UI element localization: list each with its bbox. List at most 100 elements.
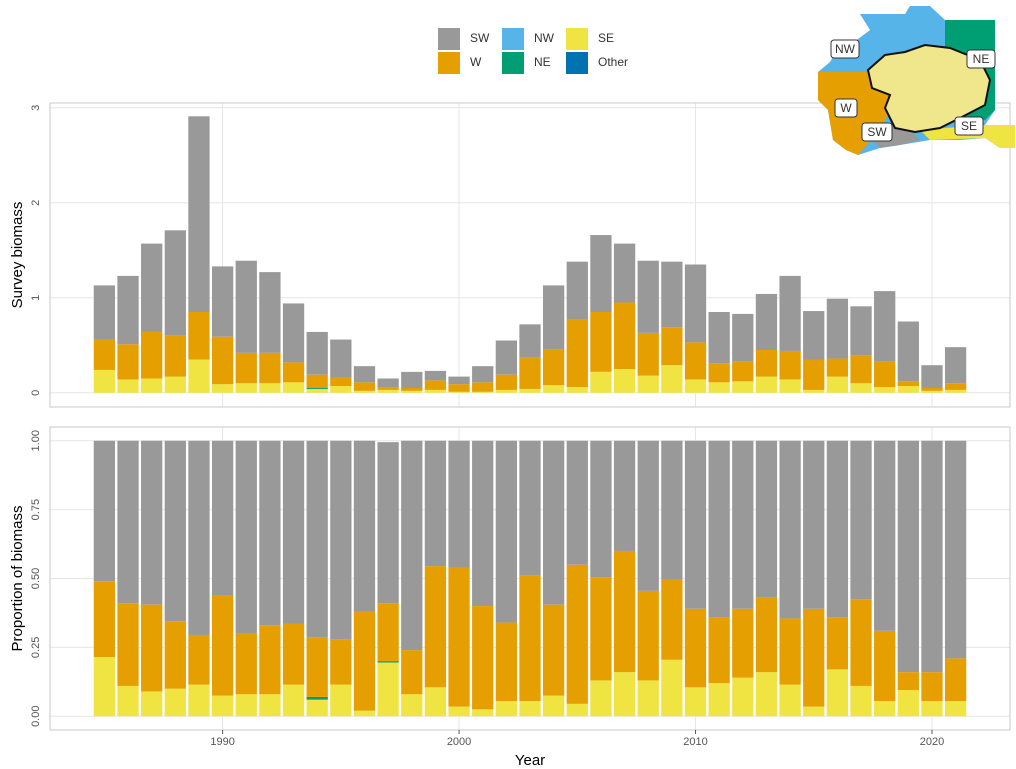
bar-segment bbox=[472, 382, 494, 392]
bar-segment bbox=[779, 440, 801, 619]
bar-segment bbox=[235, 694, 257, 717]
bar-segment bbox=[259, 272, 281, 353]
map-label-box bbox=[861, 122, 893, 142]
bar-segment bbox=[874, 630, 896, 702]
panel-frame bbox=[49, 426, 1011, 731]
bar-segment bbox=[235, 633, 257, 695]
bar-segment bbox=[188, 440, 210, 635]
legend-label: W bbox=[470, 55, 482, 69]
bar-segment bbox=[188, 359, 210, 393]
bar-segment bbox=[826, 440, 849, 618]
legend-swatch bbox=[438, 28, 460, 50]
bar-segment bbox=[897, 440, 919, 673]
bar-segment bbox=[826, 669, 849, 717]
bar-segment bbox=[472, 391, 494, 393]
map-label: NW bbox=[835, 42, 856, 56]
bar-segment bbox=[93, 657, 116, 717]
bar-segment bbox=[897, 386, 919, 393]
bar-segment bbox=[874, 361, 896, 388]
bar-segment bbox=[684, 440, 707, 609]
bar-segment bbox=[661, 659, 683, 717]
bar-segment bbox=[684, 687, 707, 717]
bar-segment bbox=[944, 383, 967, 390]
bar-segment bbox=[566, 703, 588, 717]
bar-segment bbox=[708, 440, 730, 618]
bar-segment bbox=[235, 383, 257, 393]
bar-segment bbox=[141, 604, 163, 692]
bar-segment bbox=[117, 685, 139, 717]
bar-segment bbox=[613, 302, 636, 369]
bar-segment bbox=[850, 685, 872, 717]
bar-segment bbox=[259, 352, 281, 384]
legend-label: NW bbox=[534, 31, 555, 45]
y-tick-label: 0 bbox=[30, 390, 42, 396]
bar-segment bbox=[826, 298, 849, 359]
bar-segment bbox=[353, 382, 376, 391]
bar-segment bbox=[306, 388, 328, 389]
bar-segment bbox=[590, 577, 612, 681]
bar-segment bbox=[306, 331, 328, 375]
bar-segment bbox=[93, 285, 116, 340]
bar-segment bbox=[164, 376, 186, 393]
bar-segment bbox=[259, 694, 281, 717]
bar-segment bbox=[755, 597, 778, 673]
bar-segment bbox=[519, 575, 541, 702]
bar-segment bbox=[211, 336, 234, 385]
bar-segment bbox=[590, 371, 612, 393]
x-axis-label: Year bbox=[515, 752, 545, 769]
bar-segment bbox=[566, 387, 588, 393]
bar-segment bbox=[495, 440, 517, 623]
bar-segment bbox=[377, 603, 399, 662]
bar-segment bbox=[448, 567, 470, 707]
bar-segment bbox=[732, 361, 754, 382]
bar-segment bbox=[330, 440, 352, 640]
bar-segment bbox=[566, 261, 588, 320]
bar-segment bbox=[944, 389, 967, 393]
bar-segment bbox=[803, 608, 825, 707]
bar-segment bbox=[401, 388, 423, 391]
bar-segment bbox=[779, 275, 801, 351]
bar-segment bbox=[401, 440, 423, 651]
bar-segment bbox=[424, 370, 447, 381]
bar-segment bbox=[850, 383, 872, 393]
bar-segment bbox=[637, 375, 659, 393]
bar-segment bbox=[377, 387, 399, 390]
bar-segment bbox=[708, 312, 730, 364]
bar-segment bbox=[732, 608, 754, 678]
y-tick-label: 1 bbox=[30, 295, 42, 301]
bar-segment bbox=[779, 379, 801, 393]
bar-segment bbox=[93, 581, 116, 658]
map-region bbox=[920, 125, 1015, 148]
bar-segment bbox=[543, 385, 565, 393]
bar-segment bbox=[164, 230, 186, 336]
bar-segment bbox=[188, 684, 210, 717]
bar-segment bbox=[708, 363, 730, 383]
bar-segment bbox=[188, 634, 210, 685]
bar-segment bbox=[188, 312, 210, 360]
bar-segment bbox=[543, 695, 565, 717]
bar-segment bbox=[164, 440, 186, 622]
bar-segment bbox=[874, 387, 896, 393]
bar-segment bbox=[732, 313, 754, 362]
bar-segment bbox=[353, 366, 376, 383]
bar-segment bbox=[377, 661, 399, 663]
bar-segment bbox=[211, 695, 234, 717]
y-axis-label: Proportion of biomass bbox=[9, 506, 26, 652]
bar-segment bbox=[590, 440, 612, 578]
bar-segment bbox=[684, 264, 707, 343]
bar-segment bbox=[424, 389, 447, 393]
bar-segment bbox=[472, 366, 494, 383]
bar-segment bbox=[661, 365, 683, 393]
bar-segment bbox=[803, 440, 825, 609]
bar-segment bbox=[921, 440, 943, 673]
bar-segment bbox=[282, 382, 305, 393]
bar-segment bbox=[661, 440, 683, 580]
bar-segment bbox=[519, 440, 541, 576]
legend: SW W NW NE SE Other bbox=[438, 28, 628, 74]
bar-segment bbox=[472, 709, 494, 717]
map-label-box bbox=[966, 49, 996, 69]
bar-segment bbox=[448, 391, 470, 393]
bar-segment bbox=[282, 440, 305, 624]
bar-segment bbox=[803, 311, 825, 360]
legend-swatch bbox=[502, 52, 524, 74]
